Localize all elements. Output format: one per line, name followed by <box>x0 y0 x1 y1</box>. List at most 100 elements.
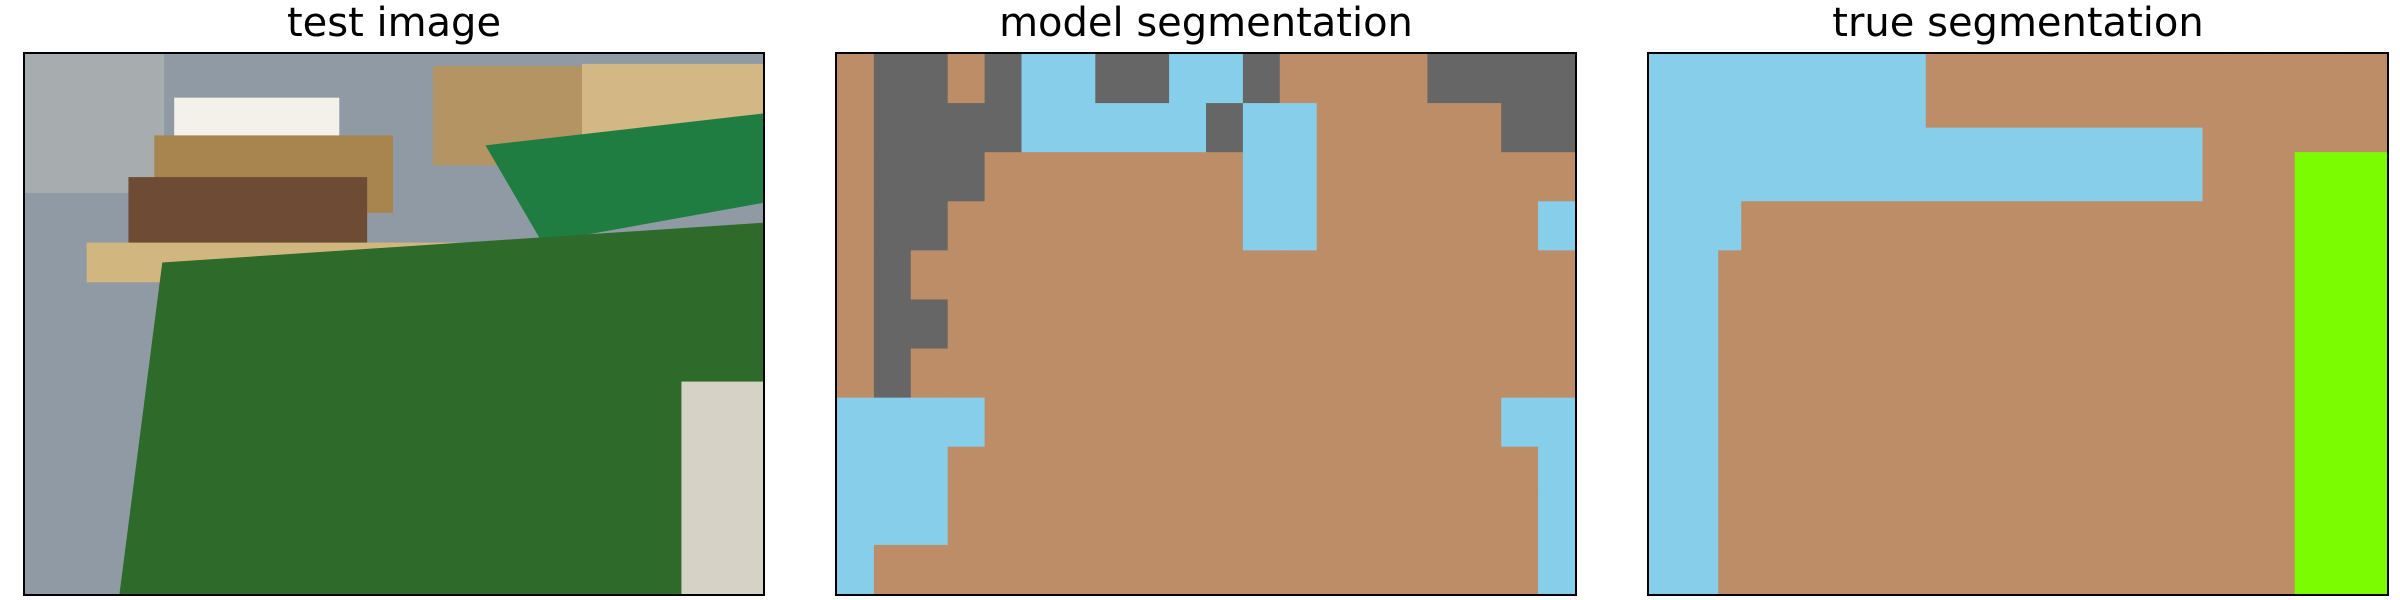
segmentation-cell <box>1994 250 2019 276</box>
segmentation-cell <box>1787 446 1812 472</box>
segmentation-cell <box>1925 274 1950 301</box>
segmentation-cell <box>1095 495 1133 546</box>
segmentation-cell <box>947 397 986 448</box>
segmentation-cell <box>984 495 1023 546</box>
segmentation-cell <box>910 544 949 594</box>
segmentation-cell <box>1810 569 1835 594</box>
segmentation-cell <box>1058 250 1096 301</box>
segmentation-cell <box>2133 544 2157 571</box>
segmentation-cell <box>2248 569 2273 594</box>
segmentation-cell <box>1132 544 1170 594</box>
segmentation-cell <box>1787 176 1812 202</box>
segmentation-cell <box>1649 54 1673 80</box>
segmentation-cell <box>1649 127 1673 153</box>
segmentation-cell <box>2294 274 2319 301</box>
segmentation-cell <box>1672 373 1696 399</box>
segmentation-cell <box>2363 176 2387 202</box>
segmentation-cell <box>2202 397 2227 423</box>
segmentation-cell <box>2156 544 2181 571</box>
segmentation-cell <box>1971 348 1996 374</box>
segmentation-cell <box>1501 152 1539 202</box>
segmentation-cell <box>1925 152 1950 178</box>
segmentation-cell <box>2225 422 2250 448</box>
segmentation-cell <box>2294 471 2319 497</box>
segmentation-cell <box>2294 520 2319 546</box>
segmentation-cell <box>2340 274 2365 301</box>
segmentation-cell <box>1021 446 1059 497</box>
segmentation-cell <box>2179 373 2204 399</box>
segmentation-cell <box>1879 274 1904 301</box>
segmentation-cell <box>1649 422 1673 448</box>
segmentation-cell <box>1353 397 1392 448</box>
segmentation-cell <box>1787 495 1812 521</box>
segmentation-cell <box>2340 544 2365 571</box>
segmentation-cell <box>1810 225 1835 251</box>
segmentation-cell <box>1672 176 1696 202</box>
segmentation-cell <box>1672 446 1696 472</box>
segmentation-cell <box>2156 103 2181 129</box>
segmentation-cell <box>1879 397 1904 423</box>
segmentation-cell <box>1856 54 1881 80</box>
segmentation-cell <box>1427 54 1465 104</box>
segmentation-cell <box>2156 324 2181 350</box>
segmentation-cell <box>2225 520 2250 546</box>
segmentation-cell <box>1021 495 1059 546</box>
segmentation-cell <box>2110 201 2134 227</box>
segmentation-cell <box>1279 201 1318 251</box>
segmentation-cell <box>947 152 986 202</box>
segmentation-cell <box>2064 348 2088 374</box>
segmentation-cell <box>2087 495 2111 521</box>
segmentation-cell <box>2110 397 2134 423</box>
segmentation-cell <box>1902 324 1927 350</box>
segmentation-cell <box>1242 348 1281 399</box>
segmentation-cell <box>2248 495 2273 521</box>
segmentation-cell <box>837 446 875 497</box>
segmentation-cell <box>1810 176 1835 202</box>
segmentation-cell <box>1948 495 1973 521</box>
segmentation-cell <box>2340 127 2365 153</box>
segmentation-cell <box>1316 348 1355 399</box>
segmentation-cell <box>1695 373 1719 399</box>
segmentation-cell <box>1695 152 1719 178</box>
segmentation-cell <box>1718 569 1742 594</box>
segmentation-cell <box>910 446 949 497</box>
segmentation-cell <box>1741 544 1765 571</box>
segmentation-cell <box>1856 397 1881 423</box>
segmentation-cell <box>2018 348 2042 374</box>
segmentation-cell <box>1095 348 1133 399</box>
segmentation-cell <box>1741 520 1765 546</box>
segmentation-cell <box>1925 201 1950 227</box>
segmentation-cell <box>1741 471 1765 497</box>
segmentation-cell <box>1741 152 1765 178</box>
segmentation-cell <box>1390 544 1428 594</box>
segmentation-cell <box>1971 495 1996 521</box>
segmentation-cell <box>2317 201 2342 227</box>
artificial-grass <box>119 222 763 594</box>
segmentation-cell <box>1994 544 2019 571</box>
segmentation-cell <box>1971 152 1996 178</box>
segmentation-cell <box>1810 544 1835 571</box>
panel-title-test-image: test image <box>286 0 502 46</box>
segmentation-cell <box>1787 78 1812 104</box>
segmentation-cell <box>2064 54 2088 80</box>
segmentation-cell <box>2133 471 2157 497</box>
segmentation-cell <box>1427 397 1465 448</box>
segmentation-cell <box>1206 495 1244 546</box>
segmentation-cell <box>1169 446 1207 497</box>
segmentation-cell <box>1810 201 1835 227</box>
segmentation-cell <box>1856 176 1881 202</box>
segmentation-cell <box>2179 569 2204 594</box>
segmentation-cell <box>1353 495 1392 546</box>
segmentation-cell <box>1971 373 1996 399</box>
segmentation-cell <box>1833 78 1858 104</box>
segmentation-cell <box>1856 373 1881 399</box>
segmentation-cell <box>947 250 986 301</box>
segmentation-cell <box>2225 324 2250 350</box>
segmentation-cell <box>1971 103 1996 129</box>
segmentation-cell <box>2271 176 2296 202</box>
segmentation-cell <box>2271 471 2296 497</box>
segmentation-cell <box>2271 78 2296 104</box>
segmentation-cell <box>2087 176 2111 202</box>
segmentation-cell <box>2317 225 2342 251</box>
segmentation-cell <box>1879 176 1904 202</box>
